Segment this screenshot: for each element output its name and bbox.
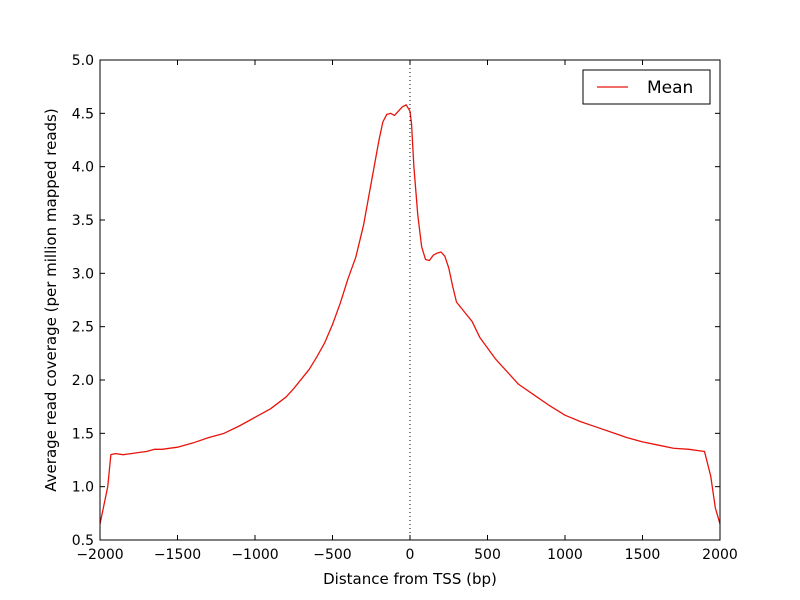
series-layer [100,104,720,525]
y-tick-label: 0.5 [72,533,94,549]
y-axis-ticks: 0.5 1.0 1.5 2.0 2.5 3.0 3.5 4.0 4.5 5.0 [72,53,720,549]
x-tick-label: 2000 [702,547,738,563]
legend-label-mean: Mean [647,78,693,98]
x-axis-ticks: −2000 −1500 −1000 −500 0 500 1000 1500 2000 [76,60,738,563]
series-line-mean [100,104,720,525]
x-tick-label: −1000 [231,547,278,563]
y-tick-label: 2.0 [72,373,94,389]
x-tick-label: 1000 [547,547,583,563]
x-tick-label: −500 [313,547,351,563]
y-tick-label: 3.0 [72,266,94,282]
x-axis-label: Distance from TSS (bp) [323,570,497,588]
y-tick-label: 5.0 [72,53,94,69]
y-tick-label: 3.5 [72,213,94,229]
y-tick-label: 1.5 [72,426,94,442]
x-tick-label: 500 [474,547,501,563]
y-axis-label: Average read coverage (per million mappe… [42,108,60,491]
x-tick-label: −2000 [76,547,123,563]
y-tick-label: 4.0 [72,160,94,176]
x-tick-label: 0 [406,547,415,563]
y-tick-label: 2.5 [72,320,94,336]
y-tick-label: 4.5 [72,106,94,122]
x-tick-label: 1500 [625,547,661,563]
x-tick-label: −1500 [154,547,201,563]
legend: Mean [582,69,711,105]
y-tick-label: 1.0 [72,480,94,496]
